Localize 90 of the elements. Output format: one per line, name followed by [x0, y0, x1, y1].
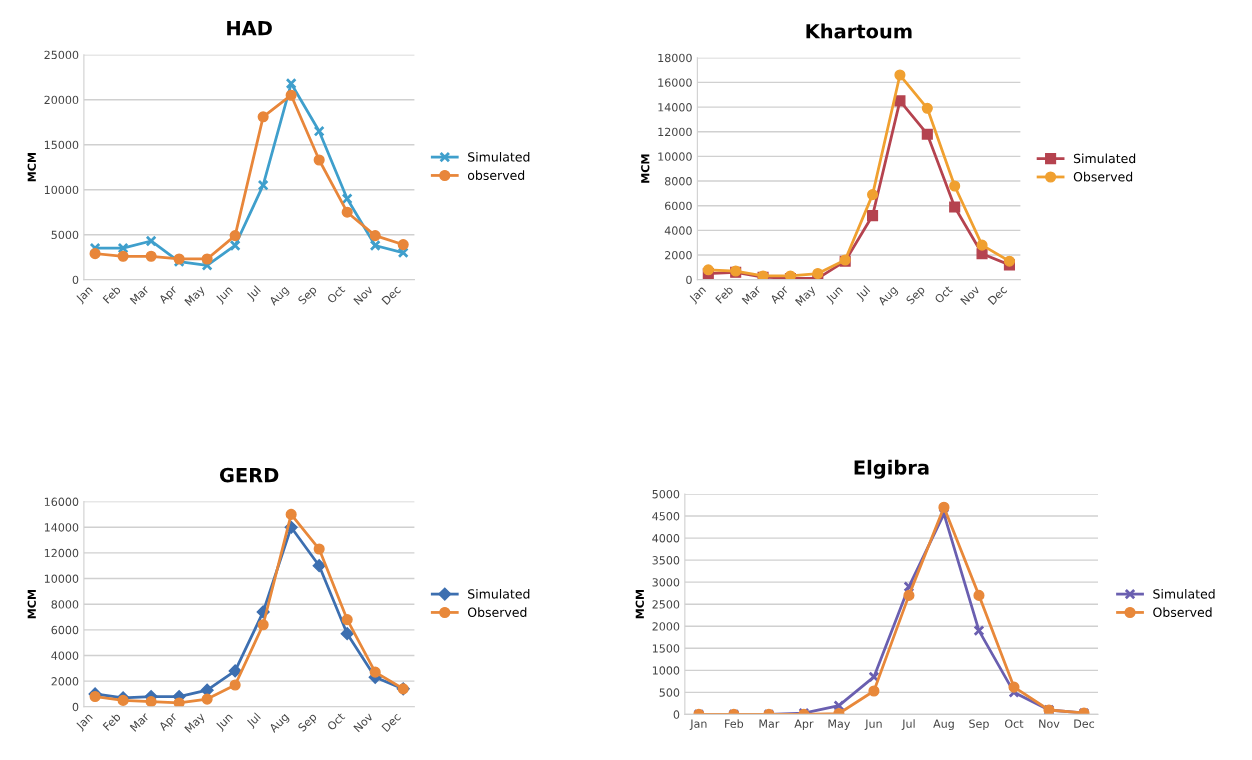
y-tick-label: 20000: [44, 95, 79, 105]
x-tick-label: Apr: [794, 719, 814, 731]
y-tick-label: 15000: [44, 140, 79, 150]
x-tick-label: Jan: [75, 712, 95, 732]
y-tick-label: 16000: [658, 78, 692, 87]
y-axis-title: MCM: [27, 153, 36, 182]
x-tick-label: Dec: [1074, 719, 1095, 728]
x-tick-label: May: [828, 719, 851, 731]
y-tick-label: 16000: [44, 497, 79, 506]
y-tick-label: 6000: [51, 625, 79, 635]
x-tick-label: Sep: [297, 285, 319, 307]
chart-title: HAD: [227, 21, 272, 36]
chart-title: GERD: [219, 467, 279, 483]
x-tick-label: Sep: [905, 285, 927, 307]
y-tick-label: 5000: [51, 230, 79, 240]
y-tick-label: 8000: [51, 600, 79, 609]
y-tick-label: 3000: [652, 578, 680, 587]
y-tick-label: 0: [72, 702, 79, 712]
y-tick-label: 10000: [44, 185, 79, 195]
x-tick-label: Jun: [825, 285, 845, 305]
chart-title: Khartoum: [806, 23, 912, 39]
x-tick-label: Oct: [1004, 719, 1024, 728]
y-tick-label: 0: [673, 710, 680, 719]
y-tick-label: 12000: [658, 127, 692, 137]
legend-label: Observed: [1073, 171, 1133, 182]
x-tick-label: Nov: [1039, 719, 1060, 728]
x-tick-label: Jul: [901, 719, 915, 730]
legend-label: Simulated: [468, 151, 530, 162]
y-tick-label: 3500: [652, 556, 680, 565]
x-tick-label: Jun: [215, 712, 235, 732]
legend-label: Simulated: [1073, 153, 1136, 164]
x-tick-label: Jul: [245, 712, 263, 730]
x-tick-label: Jan: [75, 285, 95, 305]
legend-label: observed: [467, 170, 525, 180]
y-tick-label: 4000: [652, 534, 680, 543]
x-tick-label: Feb: [725, 719, 744, 728]
x-tick-label: Jun: [864, 719, 882, 730]
y-axis-title: MCM: [635, 590, 644, 619]
y-tick-label: 2000: [51, 677, 79, 686]
x-tick-label: Oct: [326, 284, 346, 304]
x-tick-label: Sep: [297, 712, 319, 734]
x-tick-label: Dec: [381, 285, 402, 306]
x-tick-label: Dec: [987, 285, 1008, 306]
x-tick-label: Feb: [102, 284, 122, 304]
y-tick-label: 0: [72, 275, 79, 285]
y-tick-label: 18000: [658, 53, 692, 63]
y-tick-label: 12000: [44, 548, 79, 558]
x-tick-label: Oct: [326, 711, 346, 731]
x-tick-label: Apr: [158, 284, 180, 306]
x-tick-label: Mar: [759, 719, 780, 728]
x-tick-label: Apr: [158, 711, 180, 733]
x-tick-label: Feb: [102, 712, 122, 731]
x-tick-label: Jul: [245, 285, 263, 302]
x-tick-label: Jan: [689, 719, 707, 730]
y-tick-label: 4000: [51, 651, 79, 660]
x-tick-label: Sep: [969, 719, 989, 731]
y-tick-label: 10000: [44, 574, 79, 583]
legend-label: Simulated: [1153, 588, 1215, 599]
x-tick-label: Feb: [714, 284, 734, 304]
y-tick-label: 10000: [658, 152, 692, 161]
y-axis-title: MCM: [641, 154, 650, 183]
y-tick-label: 2000: [665, 251, 692, 260]
y-tick-label: 8000: [664, 177, 692, 186]
y-tick-label: 14000: [44, 523, 79, 532]
y-tick-label: 500: [659, 688, 680, 697]
x-tick-label: Nov: [353, 712, 374, 733]
y-tick-label: 1500: [652, 644, 680, 653]
legend-label: Observed: [1153, 607, 1212, 617]
chart-title: Elgibra: [854, 459, 929, 479]
y-tick-label: 5000: [652, 489, 680, 499]
x-tick-label: Apr: [769, 284, 791, 306]
y-tick-label: 25000: [44, 50, 79, 60]
x-tick-label: Jul: [855, 285, 872, 302]
y-tick-label: 1000: [652, 666, 680, 675]
y-tick-label: 0: [686, 275, 692, 285]
y-tick-label: 14000: [658, 103, 692, 112]
y-axis-title: MCM: [27, 590, 36, 619]
y-tick-label: 4500: [652, 512, 680, 521]
x-tick-label: Dec: [381, 712, 402, 733]
y-tick-label: 6000: [665, 201, 692, 211]
x-tick-label: Nov: [353, 285, 374, 306]
x-tick-label: Jan: [688, 285, 708, 305]
legend-label: Observed: [467, 607, 527, 617]
x-tick-label: Oct: [934, 284, 953, 304]
legend-label: Simulated: [468, 588, 530, 599]
y-tick-label: 2500: [652, 600, 680, 609]
y-tick-label: 2000: [652, 622, 680, 631]
y-tick-label: 4000: [664, 226, 692, 235]
x-tick-label: Jun: [215, 285, 235, 305]
x-tick-label: Aug: [933, 719, 954, 731]
